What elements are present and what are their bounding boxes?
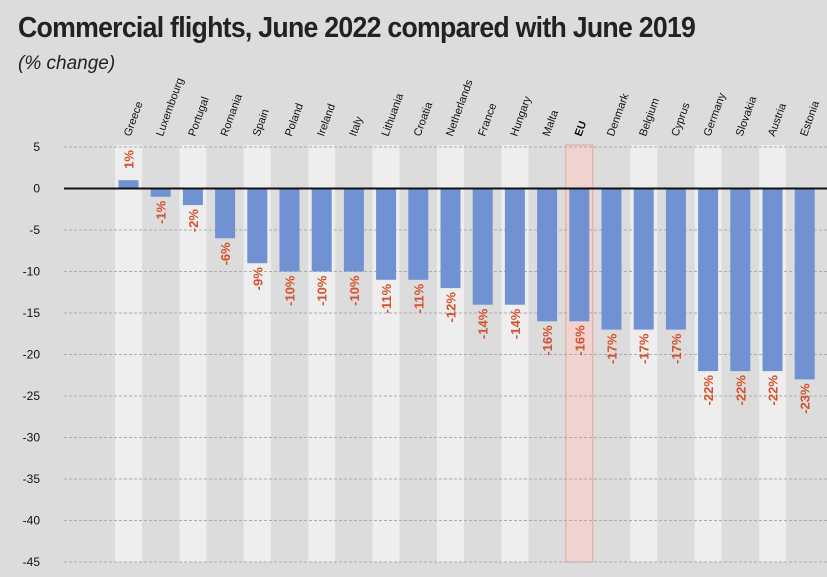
data-label-lithuania: -11% [379, 283, 394, 313]
bar-malta [537, 188, 558, 322]
data-label-croatia: -11% [411, 283, 426, 313]
chart-subtitle: (% change) [18, 53, 116, 74]
category-label-portugal: Portugal [186, 95, 211, 138]
bar-poland [279, 188, 300, 272]
category-label-belgium: Belgium [637, 97, 662, 138]
bar-italy [343, 188, 364, 272]
bar-austria [762, 188, 783, 372]
data-label-cyprus: -17% [669, 333, 684, 364]
category-label-ireland: Ireland [315, 102, 338, 138]
data-label-greece: 1% [122, 150, 137, 169]
data-label-luxembourg: -1% [154, 200, 169, 224]
bar-germany [698, 188, 719, 372]
bar-estonia [794, 188, 815, 380]
category-label-lithuania: Lithuania [380, 91, 407, 138]
bar-hungary [504, 188, 525, 305]
category-label-greece: Greece [122, 100, 146, 138]
y-tick-label: 5 [33, 140, 40, 154]
category-label-luxembourg: Luxembourg [154, 76, 186, 138]
y-tick-label: -25 [23, 389, 41, 403]
category-label-romania: Romania [219, 92, 246, 138]
x-axis-labels: Greece Luxembourg Portugal Romania Spain Pola… [122, 76, 822, 138]
category-label-eu: EU [573, 120, 590, 139]
bar-eu [569, 188, 590, 322]
data-label-france: -14% [476, 308, 491, 339]
data-label-netherlands: -12% [444, 292, 459, 323]
bar-france [472, 188, 493, 305]
bar-portugal [182, 188, 203, 206]
y-tick-label: -30 [23, 431, 41, 445]
category-label-spain: Spain [251, 107, 272, 138]
bar-cyprus [665, 188, 686, 330]
data-label-slovakia: -22% [733, 375, 748, 406]
data-label-austria: -22% [766, 375, 781, 406]
data-label-hungary: -14% [508, 308, 523, 339]
y-axis-ticks: 5 0 -5 -10 -15 -20 -25 -30 -35 -40 -45 [23, 140, 41, 569]
data-label-spain: -9% [250, 267, 265, 291]
chart-title: Commercial flights, June 2022 compared w… [18, 12, 696, 44]
category-stripe [179, 145, 207, 562]
category-label-cyprus: Cyprus [669, 101, 692, 138]
data-label-malta: -16% [540, 325, 555, 356]
data-labels: 1% -1% -2% -6% -9% -10% -10% -10% -11% -11% -12% -1… [122, 150, 813, 414]
data-label-germany: -22% [701, 375, 716, 406]
category-label-slovakia: Slovakia [734, 94, 760, 138]
bar-spain [247, 188, 268, 264]
bars [118, 180, 815, 380]
bar-romania [215, 188, 236, 239]
category-label-denmark: Denmark [605, 92, 632, 139]
category-label-croatia: Croatia [412, 100, 436, 138]
category-label-estonia: Estonia [798, 99, 822, 138]
data-label-portugal: -2% [186, 209, 201, 233]
y-tick-label: 0 [33, 182, 40, 196]
bar-luxembourg [150, 188, 171, 197]
data-label-romania: -6% [218, 242, 233, 266]
y-tick-label: -5 [29, 223, 40, 237]
category-label-hungary: Hungary [508, 94, 534, 138]
y-tick-label: -40 [23, 514, 41, 528]
category-label-italy: Italy [347, 114, 365, 138]
data-label-ireland: -10% [315, 275, 330, 306]
y-tick-label: -15 [23, 306, 41, 320]
bar-denmark [601, 188, 622, 330]
category-label-malta: Malta [541, 108, 562, 138]
data-label-eu: -16% [572, 325, 587, 356]
category-stripe [115, 145, 142, 562]
bar-slovakia [730, 188, 751, 372]
category-label-france: France [476, 102, 499, 138]
bar-ireland [311, 188, 332, 272]
data-label-denmark: -17% [605, 333, 620, 364]
bar-belgium [633, 188, 654, 330]
bar-greece [118, 180, 139, 189]
category-label-poland: Poland [283, 102, 306, 138]
y-tick-label: -45 [23, 555, 41, 569]
y-tick-label: -35 [23, 472, 41, 486]
data-label-belgium: -17% [637, 333, 652, 364]
y-tick-label: -10 [23, 265, 41, 279]
y-tick-label: -20 [23, 348, 41, 362]
data-label-poland: -10% [283, 275, 298, 306]
category-label-austria: Austria [766, 101, 789, 138]
data-label-italy: -10% [347, 275, 362, 306]
data-label-estonia: -23% [798, 383, 813, 414]
category-label-netherlands: Netherlands [444, 78, 476, 138]
bar-lithuania [376, 188, 397, 280]
bar-croatia [408, 188, 429, 280]
bar-netherlands [440, 188, 461, 289]
category-label-germany: Germany [702, 91, 729, 138]
